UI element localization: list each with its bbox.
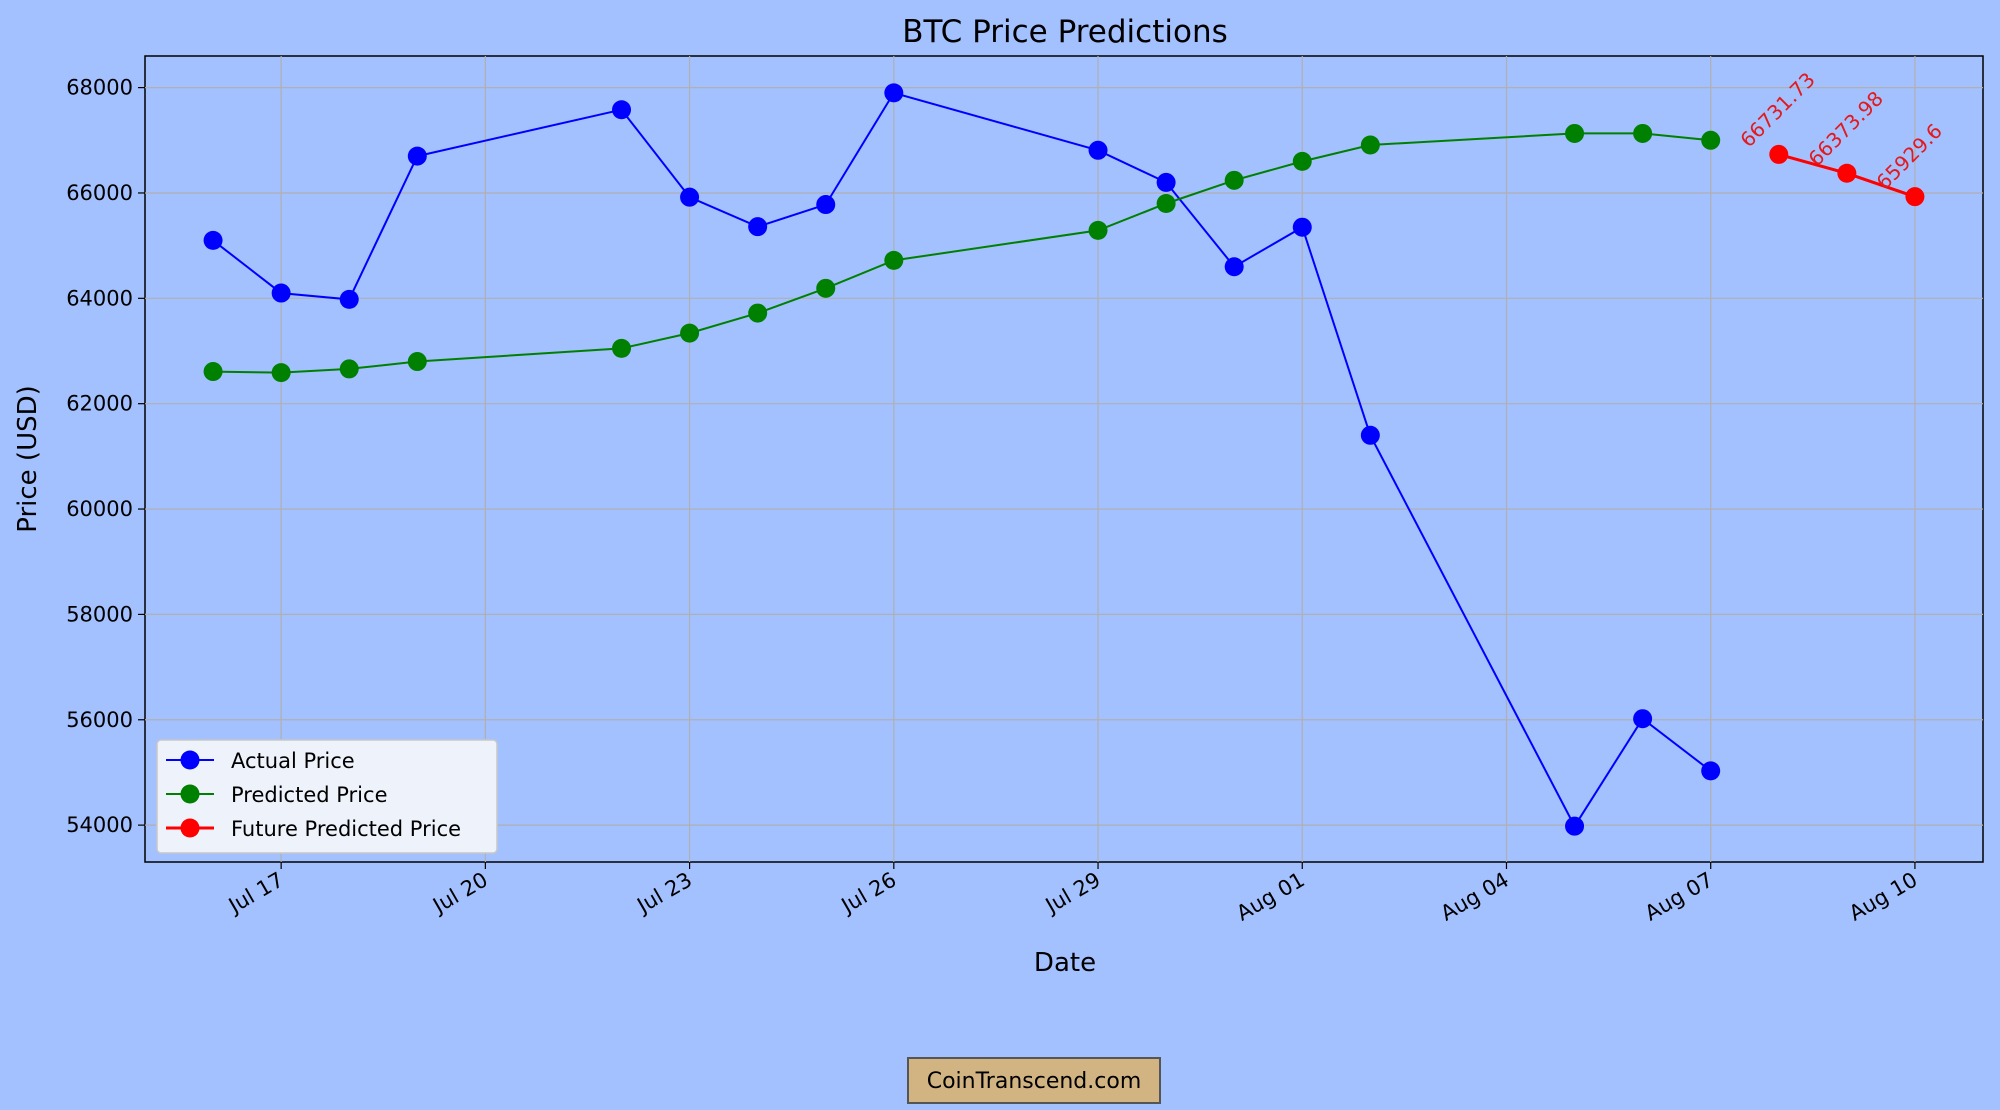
predicted-price-point (1360, 135, 1380, 155)
actual-price-point (748, 217, 768, 237)
actual-price-point (680, 187, 700, 207)
actual-price-point (203, 230, 223, 250)
x-tick-label: Jul 23 (631, 868, 696, 919)
legend-label-actual: Actual Price (231, 749, 355, 773)
x-tick-label: Jul 29 (1040, 868, 1105, 919)
predicted-price-point (271, 363, 291, 383)
actual-price-point (1224, 257, 1244, 277)
x-axis-title: Date (1034, 948, 1096, 978)
actual-price-point (1701, 761, 1721, 781)
predicted-price-point (1633, 123, 1653, 143)
predicted-price-point (407, 352, 427, 372)
y-tick-label: 54000 (66, 813, 133, 837)
predicted-price-point (1224, 170, 1244, 190)
predicted-price-point (748, 303, 768, 323)
future-predicted-price-point (1905, 187, 1925, 207)
actual-price-point (407, 146, 427, 166)
legend-label-future: Future Predicted Price (231, 817, 461, 841)
predicted-price-point (1701, 130, 1721, 150)
actual-price-point (1633, 709, 1653, 729)
plot-area (144, 55, 1984, 863)
chart-title: BTC Price Predictions (902, 14, 1228, 50)
y-axis-title: Price (USD) (13, 385, 43, 533)
x-tick-label: Aug 04 (1437, 868, 1513, 926)
actual-price-point (612, 100, 632, 120)
x-tick-label: Aug 01 (1232, 868, 1308, 926)
actual-price-point (1565, 816, 1585, 836)
predicted-price-point (339, 359, 359, 379)
actual-price-point (1360, 425, 1380, 445)
legend-marker-future (180, 818, 200, 838)
legend-box (156, 739, 498, 854)
actual-price-point (816, 195, 836, 215)
legend: Actual Price Predicted Price Future Pred… (156, 739, 498, 854)
x-tick-label: Aug 07 (1641, 868, 1717, 926)
y-tick-label: 62000 (66, 392, 133, 416)
predicted-price-point (1156, 194, 1176, 214)
predicted-price-point (680, 323, 700, 343)
y-tick-label: 58000 (66, 602, 133, 626)
actual-price-point (1088, 140, 1108, 160)
actual-price-point (271, 283, 291, 303)
y-tick-label: 68000 (66, 76, 133, 100)
predicted-price-point (884, 250, 904, 270)
legend-marker-actual (180, 750, 200, 770)
predicted-price-point (1565, 123, 1585, 143)
predicted-price-point (816, 278, 836, 298)
predicted-price-point (1292, 151, 1312, 171)
legend-label-predicted: Predicted Price (231, 783, 388, 807)
x-tick-label: Jul 17 (223, 868, 288, 919)
series-layer (203, 83, 1925, 836)
y-tick-label: 56000 (66, 708, 133, 732)
actual-price-point (1292, 217, 1312, 237)
actual-price-point (1156, 172, 1176, 192)
y-tick-label: 66000 (66, 181, 133, 205)
predicted-price-point (203, 362, 223, 382)
x-tick-label: Jul 20 (427, 868, 492, 919)
watermark-text: CoinTranscend.com (927, 1069, 1142, 1094)
x-tick-label: Jul 26 (836, 868, 901, 919)
y-tick-label: 64000 (66, 286, 133, 310)
future-predicted-price-point (1769, 144, 1789, 164)
actual-price-point (339, 289, 359, 309)
actual-price-point (884, 83, 904, 103)
legend-marker-predicted (180, 784, 200, 804)
future-predicted-price-point (1837, 163, 1857, 183)
watermark-box (907, 1057, 1161, 1104)
y-tick-label: 60000 (66, 497, 133, 521)
predicted-price-point (1088, 220, 1108, 240)
predicted-price-point (612, 338, 632, 358)
x-tick-label: Aug 10 (1845, 868, 1921, 926)
watermark: CoinTranscend.com (907, 1057, 1161, 1104)
